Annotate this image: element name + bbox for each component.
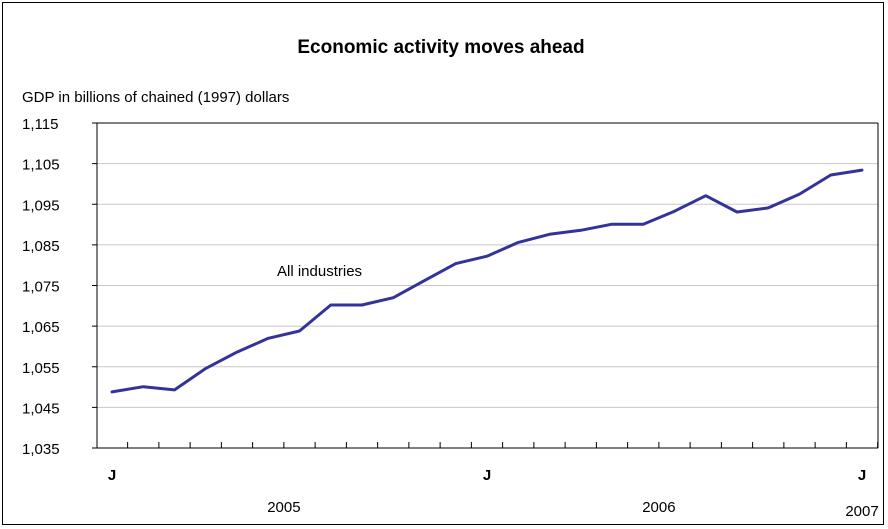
x-month-label: J xyxy=(108,467,116,484)
x-month-label: J xyxy=(858,467,866,484)
y-tick-label: 1,095 xyxy=(22,197,60,214)
y-tick-label: 1,055 xyxy=(22,360,60,377)
y-tick-label: 1,085 xyxy=(22,238,60,255)
chart-title: Economic activity moves ahead xyxy=(297,37,584,58)
y-tick-label: 1,115 xyxy=(22,116,58,133)
y-tick-label: 1,045 xyxy=(22,400,60,417)
grid-lines xyxy=(97,163,878,408)
y-tick-label: 1,065 xyxy=(22,319,60,336)
y-axis-label: GDP in billions of chained (1997) dollar… xyxy=(22,89,289,106)
series-line-all-industries xyxy=(110,168,864,394)
y-tick-label: 1,105 xyxy=(22,157,60,174)
series-lines xyxy=(110,168,864,394)
axes xyxy=(92,122,879,449)
y-tick-label: 1,035 xyxy=(22,441,60,458)
y-tick-label: 1,075 xyxy=(22,279,60,296)
x-year-label: 2005 xyxy=(267,499,300,516)
series-annotation: All industries xyxy=(277,263,362,280)
x-month-label: J xyxy=(483,467,491,484)
x-year-label: 2006 xyxy=(642,499,675,516)
tick-labels: 1,115 1,105 1,095 1,085 1,075 1,065 1,055 1,045… xyxy=(22,116,879,520)
x-year-label: 2007 xyxy=(845,503,878,520)
